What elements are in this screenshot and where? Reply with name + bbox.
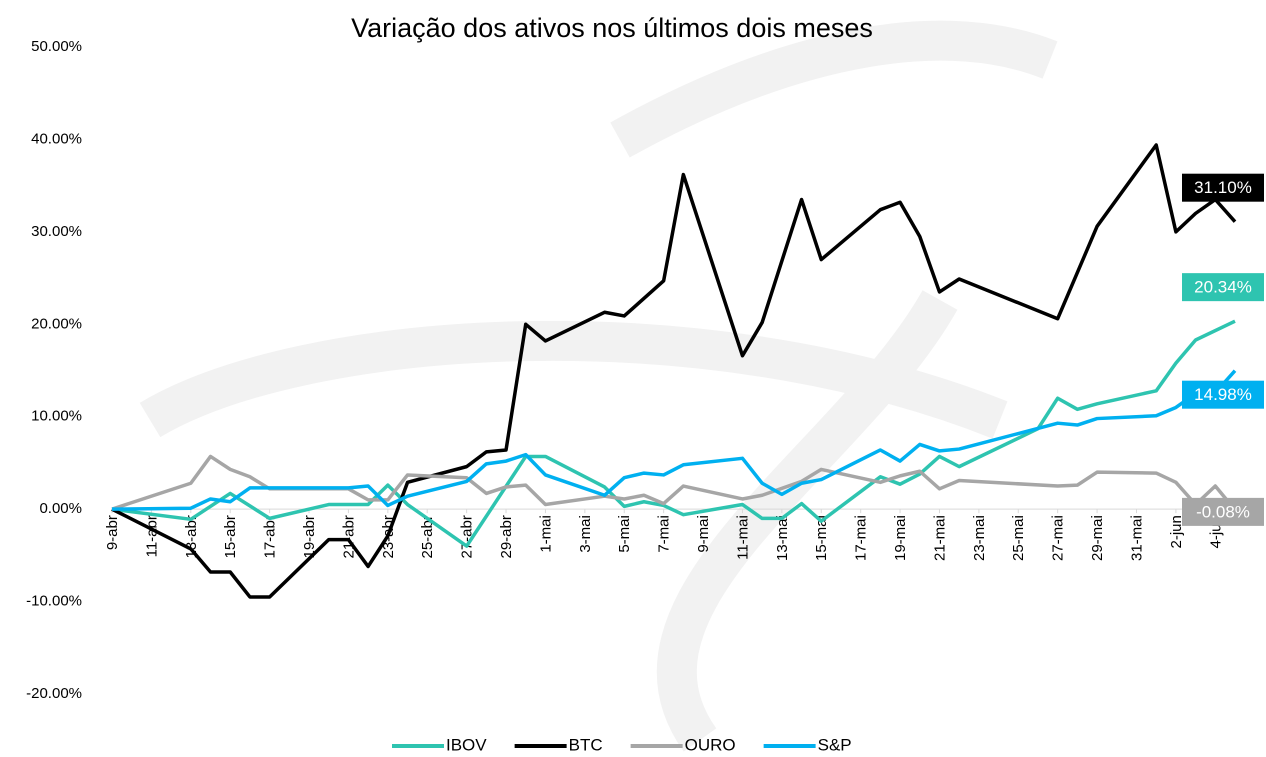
data-label: -0.08%: [1182, 498, 1264, 526]
x-tick-label: 13-mai: [774, 515, 791, 561]
x-tick-label: 9-mai: [695, 515, 712, 553]
series-line: [112, 371, 1235, 509]
x-tick-label: 29-abr: [498, 515, 515, 558]
y-tick-label: 20.00%: [31, 315, 82, 332]
x-tick-label: 3-mai: [577, 515, 594, 553]
x-tick-label: 17-abr: [262, 515, 279, 558]
y-tick-label: 10.00%: [31, 408, 82, 425]
data-label-text: 14.98%: [1194, 385, 1252, 404]
y-tick-label: -20.00%: [26, 685, 82, 702]
chart: Variação dos ativos nos últimos dois mes…: [0, 0, 1266, 757]
x-tick-label: 9-abr: [104, 515, 121, 550]
x-tick-label: 15-abr: [222, 515, 239, 558]
legend-label: S&P: [818, 735, 852, 754]
data-label: 14.98%: [1182, 381, 1264, 409]
x-tick-label: 21-abr: [340, 515, 357, 558]
x-tick-label: 17-mai: [853, 515, 870, 561]
y-tick-label: 30.00%: [31, 223, 82, 240]
data-label: 31.10%: [1182, 174, 1264, 202]
x-tick-label: 31-mai: [1128, 515, 1145, 561]
y-tick-label: 50.00%: [31, 38, 82, 55]
x-tick-label: 23-mai: [971, 515, 988, 561]
legend-label: BTC: [569, 735, 603, 754]
x-tick-label: 5-mai: [616, 515, 633, 553]
x-tick-label: 1-mai: [537, 515, 554, 553]
x-tick-label: 19-mai: [892, 515, 909, 561]
y-tick-label: 40.00%: [31, 130, 82, 147]
x-tick-label: 27-mai: [1050, 515, 1067, 561]
x-tick-label: 11-mai: [734, 515, 751, 560]
x-tick-label: 25-mai: [1010, 515, 1027, 561]
x-tick-label: 21-mai: [931, 515, 948, 561]
data-label-text: 31.10%: [1194, 178, 1252, 197]
y-tick-label: 0.00%: [39, 500, 82, 517]
x-tick-label: 29-mai: [1089, 515, 1106, 561]
series-line: [112, 456, 1235, 509]
y-tick-label: -10.00%: [26, 593, 82, 610]
legend-label: OURO: [685, 735, 736, 754]
legend-label: IBOV: [446, 735, 487, 754]
chart-title: Variação dos ativos nos últimos dois mes…: [351, 13, 873, 43]
x-tick-label: 7-mai: [656, 515, 673, 553]
data-label: 20.34%: [1182, 273, 1264, 301]
data-label-text: -0.08%: [1196, 502, 1250, 521]
data-label-text: 20.34%: [1194, 278, 1252, 297]
x-tick-label: 11-abr: [143, 515, 160, 557]
watermark: [150, 41, 1050, 740]
watermark-swoosh: [620, 41, 1050, 140]
